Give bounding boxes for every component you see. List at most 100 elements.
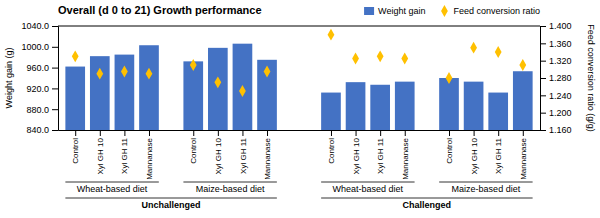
x-tick-mark <box>380 130 381 136</box>
x-tick: Mannanase <box>401 130 410 180</box>
y2-tick: 1.160 <box>540 125 572 135</box>
bar <box>183 61 203 130</box>
y-tick-label: 960.0 <box>26 63 49 73</box>
y2-tick-label: 1.400 <box>549 21 572 31</box>
x-tick: Control <box>71 130 80 164</box>
title: Overall (d 0 to 21) Growth performance <box>58 4 262 16</box>
x-tick: Xyl GH 10 <box>352 130 361 174</box>
y-tick-mark <box>52 130 58 131</box>
y-axis-line <box>52 27 59 131</box>
x-tick-mark <box>405 130 406 136</box>
x-tick-mark <box>356 130 357 136</box>
legend-label: Weight gain <box>378 6 425 16</box>
y-tick-label: 1000.0 <box>21 42 49 52</box>
y-axis: 840.0880.0920.0960.01000.01040.0 <box>21 21 58 135</box>
y-tick-mark <box>52 88 58 89</box>
point <box>519 59 526 71</box>
x-tick-mark <box>218 130 219 136</box>
x-tick-mark <box>474 130 475 136</box>
x-tick-label: Xyl GH 11 <box>238 137 247 173</box>
y-tick-label: 1040.0 <box>21 21 49 31</box>
y2-tick-label: 1.320 <box>549 56 572 66</box>
plot-frame <box>58 26 540 27</box>
y2-tick-label: 1.360 <box>549 39 572 49</box>
bar <box>395 82 415 130</box>
x-tick: Mannanase <box>145 130 154 180</box>
y2-tick: 1.320 <box>540 56 572 66</box>
x-tick: Mannanase <box>519 130 528 180</box>
point <box>470 42 477 54</box>
x-tick-label: Control <box>71 138 80 164</box>
bar <box>439 78 459 130</box>
legend-swatch <box>441 5 448 17</box>
x-tick: Control <box>445 130 454 164</box>
x-tick-mark <box>498 130 499 136</box>
y-tick: 960.0 <box>26 63 58 73</box>
x-tick: Xyl GH 11 <box>494 130 503 174</box>
marks <box>65 29 532 130</box>
y-tick-mark <box>52 68 58 69</box>
point <box>190 59 197 71</box>
legend-label: Feed conversion ratio <box>453 6 540 16</box>
x-tick-label: Mannanase <box>263 137 272 179</box>
point <box>239 85 246 97</box>
y2-tick-mark <box>540 78 546 79</box>
bar <box>139 45 159 130</box>
group-label: Unchallenged <box>142 200 201 210</box>
series-1 <box>72 29 526 97</box>
series-0 <box>65 44 532 130</box>
legend-swatch <box>364 7 374 15</box>
x-tick-label: Mannanase <box>401 137 410 179</box>
bar <box>513 71 533 130</box>
y-tick-mark <box>52 47 58 48</box>
y-tick: 1000.0 <box>21 42 58 52</box>
point <box>121 66 128 78</box>
x-tick-label: Mannanase <box>145 137 154 179</box>
y2-tick-mark <box>540 43 546 44</box>
x-tick-label: Control <box>445 138 454 164</box>
bar <box>321 93 341 130</box>
x-tick-mark <box>331 130 332 136</box>
point <box>328 29 335 41</box>
x-tick-mark <box>100 130 101 136</box>
point <box>72 50 79 62</box>
y-axis-title: Weight gain (g) <box>4 48 14 109</box>
group-bracket <box>321 182 414 183</box>
point <box>214 76 221 88</box>
y2-tick-mark <box>540 113 546 114</box>
point <box>495 46 502 58</box>
group-label: Challenged <box>403 200 452 210</box>
bar <box>464 82 484 130</box>
group-label: Wheat-based diet <box>333 184 404 194</box>
x-tick: Xyl GH 11 <box>120 130 129 174</box>
legend-item: Feed conversion ratio <box>441 5 540 17</box>
bar <box>65 67 85 130</box>
point <box>401 53 408 65</box>
y2-tick: 1.400 <box>540 21 572 31</box>
legend-item: Weight gain <box>364 6 425 16</box>
x-tick-label: Control <box>189 138 198 164</box>
y2-axis-title: Feed conversion ratio (g/g) <box>586 24 596 132</box>
bar <box>115 55 135 130</box>
group-bracket <box>321 198 532 199</box>
bar <box>370 85 390 130</box>
point <box>146 68 153 80</box>
group-bracket <box>65 182 158 183</box>
x-tick-label: Xyl GH 10 <box>352 137 361 174</box>
group-bracket <box>183 182 276 183</box>
y2-axis-line <box>541 27 547 131</box>
group-bracket <box>439 182 532 183</box>
y2-tick: 1.280 <box>540 73 572 83</box>
x-tick-mark <box>449 130 450 136</box>
y2-tick-label: 1.240 <box>549 91 572 101</box>
group-label: Maize-based diet <box>196 184 265 194</box>
bar <box>233 44 253 130</box>
group-label: Wheat-based diet <box>77 184 148 194</box>
bar <box>488 93 508 130</box>
x-tick-label: Mannanase <box>519 137 528 179</box>
bar <box>208 48 228 130</box>
y-tick: 920.0 <box>26 84 58 94</box>
point <box>264 66 271 78</box>
y2-axis: 1.1601.2001.2401.2801.3201.3601.400 <box>540 21 572 135</box>
x-tick-mark <box>523 130 524 136</box>
